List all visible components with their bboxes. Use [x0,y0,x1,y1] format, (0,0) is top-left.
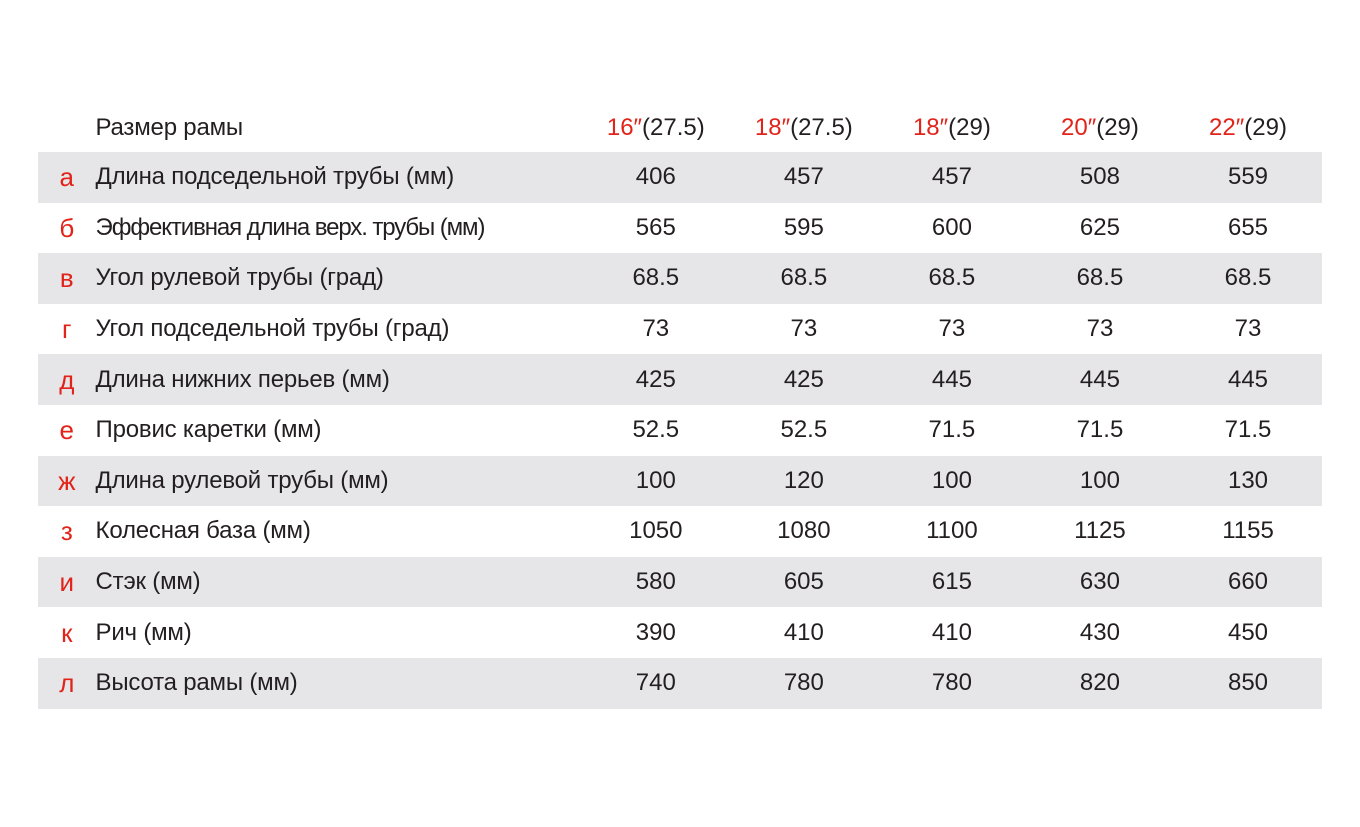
table-cell: 559 [1227,163,1269,191]
table-cell: 457 [783,163,824,191]
table-cell: 73 [938,315,966,343]
row-letter: и [59,567,75,598]
row-label: Эффективная длина верх. трубы (мм) [95,213,486,241]
table-row: е Провис каретки (мм) 52.5 52.5 71.5 71.… [38,405,1322,456]
row-letter: к [61,617,73,648]
table-cell: 406 [635,163,676,191]
table-cell: 68.5 [928,264,976,292]
table-cell: 68.5 [780,264,828,292]
column-header: 18″(27.5) [754,114,853,141]
table-row: д Длина нижних перьев (мм) 425 425 445 4… [38,354,1322,405]
table-cell: 410 [783,618,824,646]
table-header: Размер рамы 16″(27.5) 18″(27.5) 18″(29) … [38,104,1322,152]
row-letter: ж [58,465,76,496]
table-cell: 68.5 [1076,264,1124,292]
row-label: Стэк (мм) [95,568,201,596]
table-row: и Стэк (мм) 580 605 615 630 660 [38,556,1322,608]
column-header: 22″(29) [1209,114,1287,141]
table-cell: 100 [635,466,676,494]
column-header: 16″(27.5) [606,114,705,141]
table-cell: 73 [642,315,670,343]
row-label: Угол рулевой трубы (град) [95,264,384,292]
table-cell: 390 [635,618,676,646]
column-header: 18″(29) [912,114,991,141]
table-cell: 850 [1227,669,1269,697]
table-cell: 71.5 [1076,416,1124,444]
table-cell: 615 [931,568,972,596]
table-cell: 445 [1079,365,1120,393]
row-letter: е [59,415,74,446]
table-row: б Эффективная длина верх. трубы (мм) 565… [38,203,1322,254]
table-cell: 625 [1079,213,1120,241]
table-cell: 450 [1227,618,1269,646]
header-label: Размер рамы [95,114,244,141]
table-cell: 580 [635,568,676,596]
row-letter: з [60,516,73,547]
table-cell: 1050 [629,517,683,545]
table-cell: 445 [1227,365,1269,393]
row-letter: л [59,668,75,699]
table-cell: 1125 [1074,517,1126,545]
table-cell: 52.5 [632,416,680,444]
table-cell: 68.5 [1224,264,1272,292]
row-letter: б [59,212,75,243]
table-row: в Угол рулевой трубы (град) 68.5 68.5 68… [38,253,1322,304]
table-cell: 820 [1079,669,1120,697]
row-label: Длина рулевой трубы (мм) [95,466,389,494]
table-cell: 71.5 [928,416,976,444]
row-letter: г [62,314,72,345]
table-cell: 73 [790,315,818,343]
table-cell: 660 [1227,568,1269,596]
table-row: г Угол подседельной трубы (град) 73 73 7… [38,304,1322,355]
geometry-table: Размер рамы 16″(27.5) 18″(27.5) 18″(29) … [38,104,1322,709]
table-cell: 73 [1234,315,1262,343]
row-label: Угол подседельной трубы (град) [95,315,450,343]
table-cell: 1100 [926,517,978,545]
table-cell: 780 [783,669,824,697]
table-cell: 130 [1227,466,1269,494]
table-cell: 600 [931,213,972,241]
table-cell: 1155 [1222,517,1274,545]
table-cell: 630 [1079,568,1120,596]
table-cell: 595 [783,213,824,241]
row-letter: а [59,162,74,193]
table-cell: 565 [635,213,676,241]
table-cell: 100 [931,466,972,494]
table-row: л Высота рамы (мм) 740 780 780 820 850 [38,657,1322,709]
table-cell: 100 [1079,466,1120,494]
row-letter: в [59,263,74,294]
table-cell: 425 [635,365,676,393]
row-label: Провис каретки (мм) [95,416,322,444]
table-cell: 508 [1079,163,1120,191]
table-cell: 73 [1086,315,1114,343]
row-label: Длина подседельной трубы (мм) [95,163,455,191]
table-cell: 605 [783,568,824,596]
row-label: Колесная база (мм) [95,517,311,545]
table-row: а Длина подседельной трубы (мм) 406 457 … [38,152,1322,203]
table-row: ж Длина рулевой трубы (мм) 100 120 100 1… [38,455,1322,507]
table-row: з Колесная база (мм) 1050 1080 1100 1125… [38,506,1322,557]
table-cell: 655 [1227,213,1269,241]
table-cell: 71.5 [1224,416,1272,444]
row-letter: д [59,364,75,395]
table-cell: 120 [783,466,824,494]
row-label: Рич (мм) [95,618,192,646]
table-cell: 445 [931,365,972,393]
table-cell: 780 [931,669,972,697]
column-header: 20″(29) [1061,114,1139,141]
row-label: Высота рамы (мм) [95,669,298,697]
table-cell: 410 [931,618,972,646]
table-cell: 457 [931,163,972,191]
table-row: к Рич (мм) 390 410 410 430 450 [38,607,1322,658]
table-cell: 425 [783,365,824,393]
table-cell: 52.5 [780,416,828,444]
table-cell: 430 [1079,618,1120,646]
table-cell: 68.5 [632,264,680,292]
table-cell: 1080 [777,517,831,545]
table-cell: 740 [635,669,676,697]
row-label: Длина нижних перьев (мм) [95,365,390,393]
